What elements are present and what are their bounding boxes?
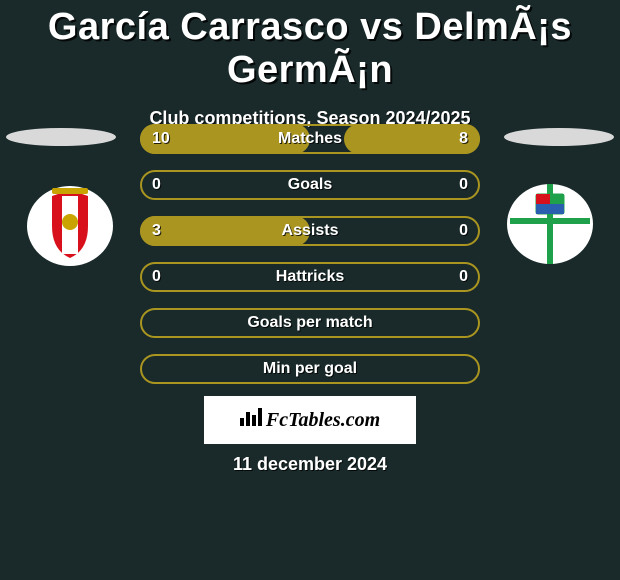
- stat-label: Min per goal: [263, 360, 357, 378]
- stat-row-assists: 3 Assists 0: [140, 216, 480, 246]
- fctables-logo: FcTables.com: [204, 396, 416, 444]
- date-text: 11 december 2024: [233, 454, 387, 475]
- stat-label: Goals: [288, 176, 332, 194]
- stat-label: Matches: [278, 130, 342, 148]
- stat-row-goals-per-match: Goals per match: [140, 308, 480, 338]
- right-club-badge: [500, 178, 600, 266]
- left-club-badge: [20, 178, 120, 266]
- stat-label: Hattricks: [276, 268, 344, 286]
- stat-value-right: 0: [459, 268, 468, 286]
- logo-text: FcTables.com: [266, 409, 380, 432]
- right-player-silhouette: [504, 128, 614, 146]
- stat-row-matches: 10 Matches 8: [140, 124, 480, 154]
- stat-label: Assists: [282, 222, 339, 240]
- stat-label: Goals per match: [247, 314, 372, 332]
- stat-value-left: 10: [152, 130, 170, 148]
- stat-row-min-per-goal: Min per goal: [140, 354, 480, 384]
- stat-value-left: 3: [152, 222, 161, 240]
- page-title: García Carrasco vs DelmÃ¡s GermÃ¡n: [0, 0, 620, 92]
- stat-value-left: 0: [152, 176, 161, 194]
- stat-value-right: 0: [459, 222, 468, 240]
- left-player-silhouette: [6, 128, 116, 146]
- stat-row-hattricks: 0 Hattricks 0: [140, 262, 480, 292]
- stats-chart: 10 Matches 8 0 Goals 0 3 Assists 0 0 Hat…: [140, 124, 480, 400]
- comparison-infographic: García Carrasco vs DelmÃ¡s GermÃ¡n Club …: [0, 0, 620, 580]
- fctables-logo-text: FcTables.com: [240, 408, 380, 432]
- stat-row-goals: 0 Goals 0: [140, 170, 480, 200]
- stat-value-right: 8: [459, 130, 468, 148]
- stat-value-right: 0: [459, 176, 468, 194]
- stat-value-left: 0: [152, 268, 161, 286]
- logo-bars-icon: [240, 408, 262, 432]
